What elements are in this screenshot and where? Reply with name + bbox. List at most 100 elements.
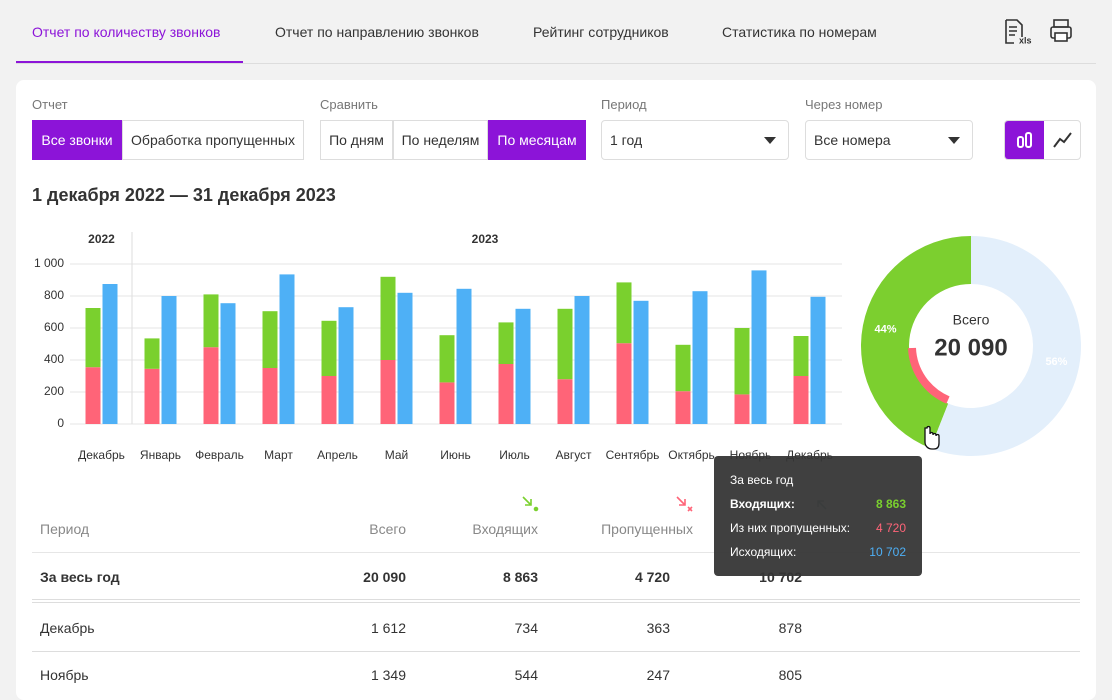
bar-segment: [203, 294, 219, 348]
bar-segment: [456, 288, 472, 424]
view-toggle: [1004, 120, 1081, 160]
donut-center-label: Всего: [953, 312, 990, 328]
export-label[interactable]: xls: [1019, 35, 1032, 45]
row-line: [32, 599, 1080, 600]
segment-label[interactable]: По дням: [329, 132, 384, 148]
bar-segment: [380, 360, 396, 424]
y-tick-label: 200: [44, 384, 64, 398]
x-tick-label: Август: [555, 448, 592, 462]
x-tick-label: Март: [264, 448, 293, 462]
bar-segment: [144, 368, 160, 424]
bar-segment: [675, 344, 691, 392]
bar-segment: [616, 282, 632, 344]
tooltip-label: Исходящих:: [730, 545, 797, 559]
filter-label: Сравнить: [320, 97, 378, 112]
table-cell: 363: [646, 620, 670, 636]
table-cell: 247: [646, 667, 670, 683]
tooltip-label: Из них пропущенных:: [730, 521, 851, 535]
year-label: 2023: [472, 232, 499, 246]
bar-segment: [692, 291, 708, 424]
dropdown[interactable]: 1 год: [601, 120, 789, 160]
bar-segment: [439, 382, 455, 424]
filter-label: Отчет: [32, 97, 68, 112]
x-tick-label: Январь: [140, 448, 181, 462]
segment-button[interactable]: По неделям: [393, 120, 488, 160]
bar-segment: [633, 300, 649, 424]
tab[interactable]: Отчет по количеству звонков: [32, 24, 221, 40]
x-tick-label: Июнь: [440, 448, 471, 462]
x-tick-label: Сентябрь: [606, 448, 660, 462]
cursor: [924, 425, 940, 450]
export-xls[interactable]: [1005, 19, 1023, 44]
dropdown-arrow[interactable]: [948, 137, 960, 144]
filter-label: Период: [601, 97, 647, 112]
donut-slice: [930, 236, 1081, 456]
bar-segment: [321, 320, 337, 376]
bar-segment: [262, 311, 278, 368]
segment-button[interactable]: Все звонки: [32, 120, 122, 160]
table-header: Всего: [369, 521, 406, 537]
segment-button[interactable]: По дням: [320, 120, 393, 160]
table-icons: [522, 496, 827, 512]
bar-segment: [161, 296, 177, 424]
bar-segment: [616, 343, 632, 424]
x-tick-label: Февраль: [195, 448, 244, 462]
segment-label[interactable]: По неделям: [401, 132, 480, 148]
bar-segment: [734, 328, 750, 395]
segment-button[interactable]: Обработка пропущенных: [122, 120, 304, 160]
y-tick-label: 0: [57, 416, 64, 430]
x-tick-label: Декабрь: [78, 448, 125, 462]
dropdown-value[interactable]: Все номера: [814, 132, 891, 148]
donut-value-label: 56%: [1045, 356, 1067, 368]
table-cell: 734: [514, 620, 538, 636]
bar-segment: [144, 338, 160, 369]
dropdown-arrow[interactable]: [764, 137, 776, 144]
x-tick-label: Апрель: [317, 448, 358, 462]
row-line: [32, 651, 1080, 652]
bar-segment: [498, 322, 514, 364]
table-cell: Декабрь: [40, 620, 95, 636]
tab-underline: [16, 61, 243, 63]
tab[interactable]: Отчет по направлению звонков: [275, 24, 479, 40]
y-tick-label: 400: [44, 352, 64, 366]
bar-segment: [515, 308, 531, 424]
table-header: Период: [40, 521, 90, 537]
table-header: Пропущенных: [601, 521, 693, 537]
bar-segment: [338, 307, 354, 424]
bar-segment: [279, 274, 295, 424]
bar-segment: [262, 368, 278, 424]
dropdown[interactable]: Все номера: [805, 120, 973, 160]
segment-button[interactable]: По месяцам: [488, 120, 586, 160]
table-cell: Ноябрь: [40, 667, 89, 683]
bar-segment: [557, 379, 573, 424]
line-view-button[interactable]: [1044, 121, 1080, 159]
segment-label[interactable]: Все звонки: [41, 132, 113, 148]
dropdown-value[interactable]: 1 год: [610, 132, 643, 148]
bar-segment: [397, 292, 413, 424]
segment-label[interactable]: По месяцам: [497, 132, 577, 148]
year-label: 2022: [88, 232, 115, 246]
x-tick-label: Октябрь: [668, 448, 715, 462]
bar-segment: [85, 308, 101, 368]
bar-segment: [498, 364, 514, 424]
tab[interactable]: Рейтинг сотрудников: [533, 24, 669, 40]
bar-segment: [85, 367, 101, 424]
table-cell: 1 349: [370, 667, 406, 683]
bar-segment: [321, 376, 337, 424]
bar-segment: [793, 336, 809, 376]
y-tick-label: 1 000: [34, 256, 64, 270]
bar-segment: [793, 376, 809, 424]
print[interactable]: [1050, 19, 1072, 42]
donut-value-label: 44%: [875, 324, 897, 336]
bar-segment: [751, 270, 767, 424]
x-tick-label: Май: [385, 448, 409, 462]
bar-view-button[interactable]: [1005, 121, 1044, 159]
missed-highlight-arc: [908, 347, 950, 404]
missed-icon: [676, 496, 693, 512]
tooltip-value: 10 702: [869, 545, 906, 559]
segment-label[interactable]: Обработка пропущенных: [131, 132, 295, 148]
bar-segment: [810, 296, 826, 424]
tab[interactable]: Статистика по номерам: [722, 24, 877, 40]
tab-divider: [16, 63, 1096, 64]
table-cell: 544: [514, 667, 538, 683]
